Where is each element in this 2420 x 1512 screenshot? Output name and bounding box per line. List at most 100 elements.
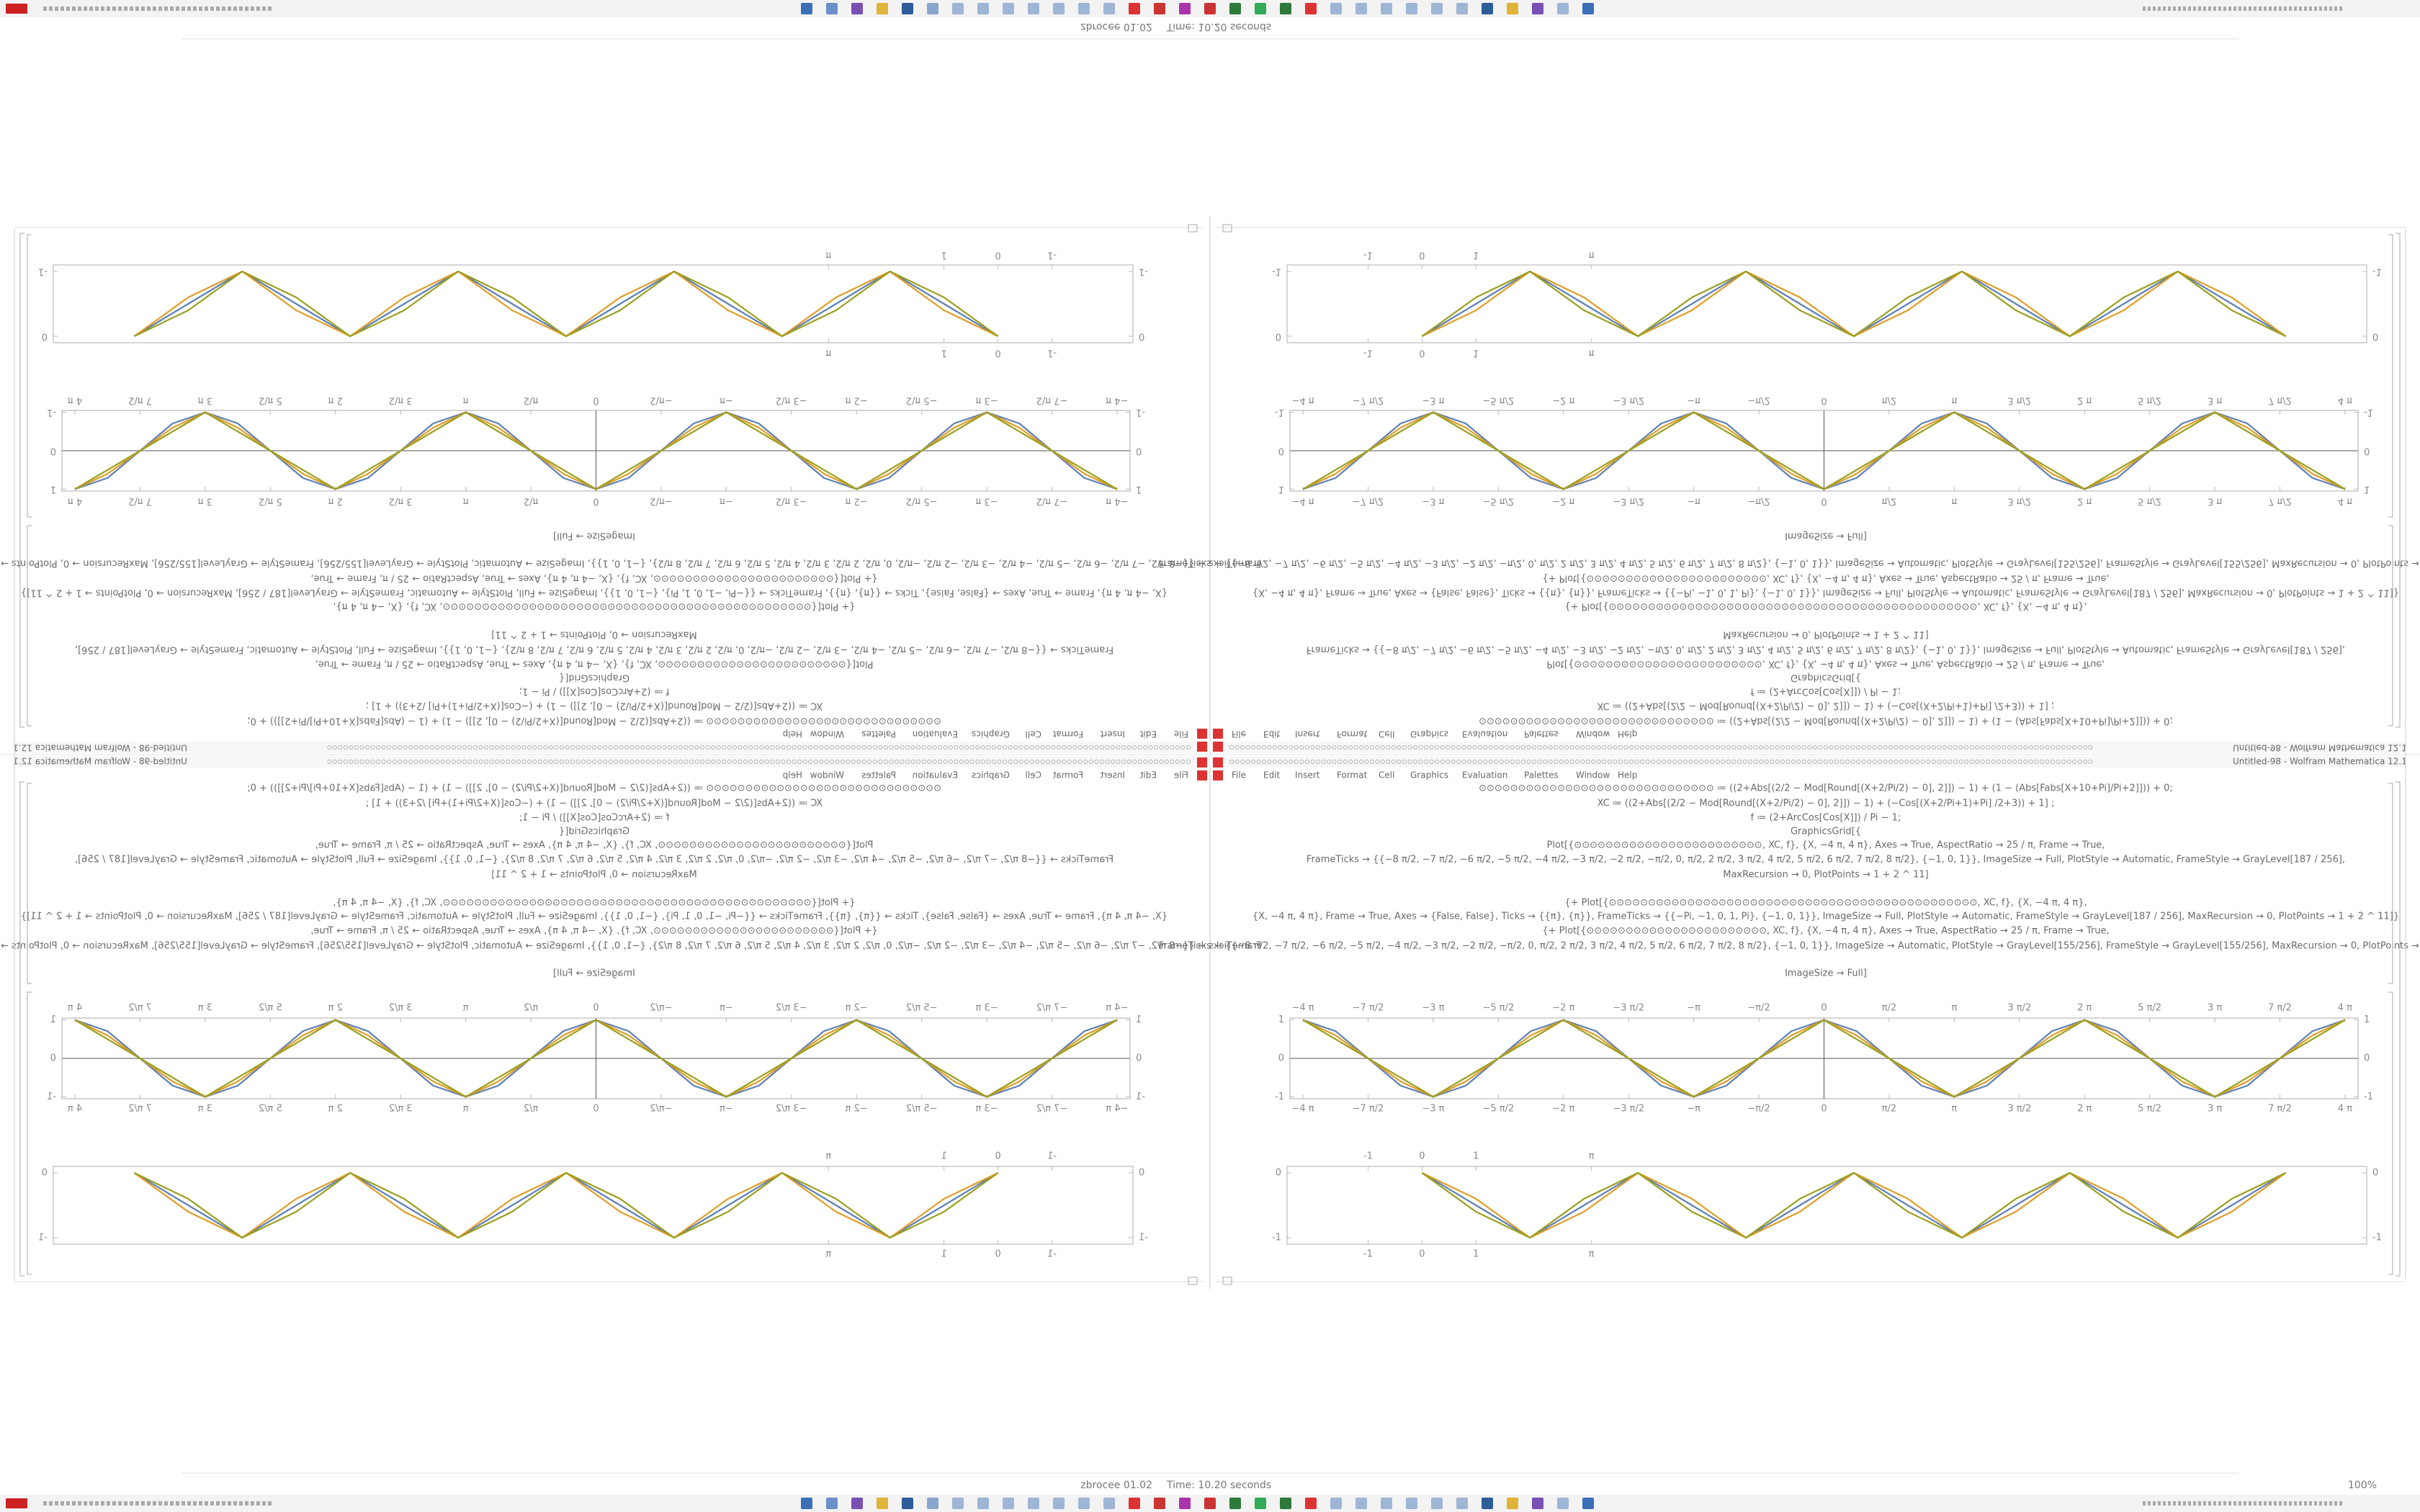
cell-insert[interactable]: [1188, 224, 1198, 233]
taskbar-icon[interactable]: [877, 1498, 888, 1509]
menu-item[interactable]: Evaluation: [1462, 729, 1507, 739]
menu-item[interactable]: Cell: [1379, 770, 1394, 780]
taskbar-icon[interactable]: [801, 1498, 812, 1509]
taskbar-icon[interactable]: [1129, 1498, 1140, 1509]
close-button[interactable]: [1213, 757, 1223, 768]
menu-item[interactable]: Cell: [1026, 770, 1041, 780]
menu-item[interactable]: Help: [783, 770, 802, 780]
menu-item[interactable]: File: [1232, 770, 1246, 780]
taskbar-icon[interactable]: [1406, 1498, 1417, 1509]
close-button[interactable]: [1197, 729, 1207, 739]
cell-bracket[interactable]: [2396, 233, 2401, 728]
menu-item[interactable]: Cell: [1379, 729, 1394, 739]
cell-insert[interactable]: [1188, 1277, 1198, 1285]
menu-item[interactable]: Graphics: [972, 770, 1010, 780]
taskbar-icon[interactable]: [1557, 3, 1569, 14]
menu-item[interactable]: Help: [1618, 729, 1637, 739]
taskbar-icon[interactable]: [927, 3, 938, 14]
menu-item[interactable]: Help: [783, 729, 802, 739]
menu-item[interactable]: Evaluation: [913, 770, 958, 780]
taskbar-icon[interactable]: [1305, 3, 1317, 14]
close-button[interactable]: [1213, 729, 1223, 739]
menu-item[interactable]: Edit: [1263, 729, 1281, 739]
close-button[interactable]: [1213, 770, 1223, 780]
taskbar-icon[interactable]: [1431, 1498, 1443, 1509]
cell-insert[interactable]: [1222, 1277, 1232, 1285]
close-button[interactable]: [1213, 742, 1223, 752]
menu-item[interactable]: Format: [1337, 770, 1368, 780]
taskbar-icon[interactable]: [1507, 3, 1518, 14]
close-button[interactable]: [1197, 742, 1207, 752]
taskbar-icon[interactable]: [1582, 1498, 1594, 1509]
taskbar-icon[interactable]: [1482, 1498, 1493, 1509]
cell-bracket[interactable]: [2396, 781, 2401, 1277]
menu-item[interactable]: Palettes: [861, 729, 896, 739]
cell-bracket[interactable]: [2388, 991, 2393, 1275]
menu-item[interactable]: Edit: [1263, 770, 1281, 780]
taskbar-icon[interactable]: [1305, 1498, 1317, 1509]
taskbar-icon[interactable]: [1154, 1498, 1165, 1509]
menu-item[interactable]: File: [1174, 770, 1188, 780]
taskbar-icon[interactable]: [1381, 1498, 1392, 1509]
menu-item[interactable]: File: [1232, 729, 1246, 739]
taskbar-icon[interactable]: [1003, 3, 1014, 14]
cell-bracket[interactable]: [27, 991, 32, 1275]
taskbar-icon[interactable]: [1280, 1498, 1291, 1509]
menu-item[interactable]: Graphics: [1410, 729, 1448, 739]
taskbar-icon[interactable]: [1582, 3, 1594, 14]
menu-item[interactable]: Insert: [1100, 770, 1125, 780]
cell-bracket[interactable]: [27, 234, 32, 518]
menu-item[interactable]: Format: [1052, 770, 1083, 780]
taskbar-icon[interactable]: [1229, 3, 1241, 14]
taskbar-icon[interactable]: [1456, 3, 1468, 14]
taskbar-icon[interactable]: [1255, 1498, 1266, 1509]
taskbar-icon[interactable]: [801, 3, 812, 14]
cell-bracket[interactable]: [19, 781, 24, 1277]
taskbar-icon[interactable]: [877, 3, 888, 14]
taskbar-icon[interactable]: [1053, 1498, 1065, 1509]
taskbar-icon[interactable]: [952, 1498, 964, 1509]
start-button[interactable]: [6, 4, 27, 14]
menu-item[interactable]: Palettes: [1524, 729, 1559, 739]
taskbar-icon[interactable]: [1229, 1498, 1241, 1509]
taskbar-icon[interactable]: [1532, 3, 1543, 14]
taskbar-icon[interactable]: [1078, 3, 1090, 14]
taskbar-icon[interactable]: [1431, 3, 1443, 14]
taskbar-icon[interactable]: [1204, 1498, 1216, 1509]
taskbar-icon[interactable]: [1129, 3, 1140, 14]
cell-bracket[interactable]: [2388, 525, 2393, 726]
taskbar-icon[interactable]: [1053, 3, 1065, 14]
menu-item[interactable]: Help: [1618, 770, 1637, 780]
cell-bracket[interactable]: [27, 783, 32, 984]
menu-item[interactable]: Window: [1576, 729, 1610, 739]
taskbar-icon[interactable]: [851, 3, 863, 14]
taskbar-icon[interactable]: [902, 3, 913, 14]
taskbar-icon[interactable]: [1028, 3, 1039, 14]
taskbar-icon[interactable]: [1330, 1498, 1342, 1509]
taskbar-icon[interactable]: [1280, 3, 1291, 14]
start-button[interactable]: [6, 1498, 27, 1508]
menu-item[interactable]: Evaluation: [913, 729, 958, 739]
close-button[interactable]: [1197, 770, 1207, 780]
taskbar-icon[interactable]: [1557, 1498, 1569, 1509]
taskbar-icon[interactable]: [826, 3, 838, 14]
taskbar-icon[interactable]: [1406, 3, 1417, 14]
taskbar-icon[interactable]: [1078, 1498, 1090, 1509]
taskbar-icon[interactable]: [1381, 3, 1392, 14]
taskbar-icon[interactable]: [927, 1498, 938, 1509]
taskbar-icon[interactable]: [851, 1498, 863, 1509]
taskbar-icon[interactable]: [826, 1498, 838, 1509]
taskbar-icon[interactable]: [1507, 1498, 1518, 1509]
menu-item[interactable]: Graphics: [972, 729, 1010, 739]
taskbar-icon[interactable]: [1103, 1498, 1115, 1509]
taskbar-icon[interactable]: [1154, 3, 1165, 14]
menu-item[interactable]: Edit: [1139, 770, 1157, 780]
taskbar-icon[interactable]: [1255, 3, 1266, 14]
menu-item[interactable]: Format: [1337, 729, 1368, 739]
cell-bracket[interactable]: [27, 525, 32, 726]
taskbar-icon[interactable]: [977, 3, 989, 14]
menu-item[interactable]: Palettes: [1524, 770, 1559, 780]
cell-bracket[interactable]: [19, 233, 24, 728]
taskbar-icon[interactable]: [1532, 1498, 1543, 1509]
taskbar-icon[interactable]: [1355, 1498, 1367, 1509]
